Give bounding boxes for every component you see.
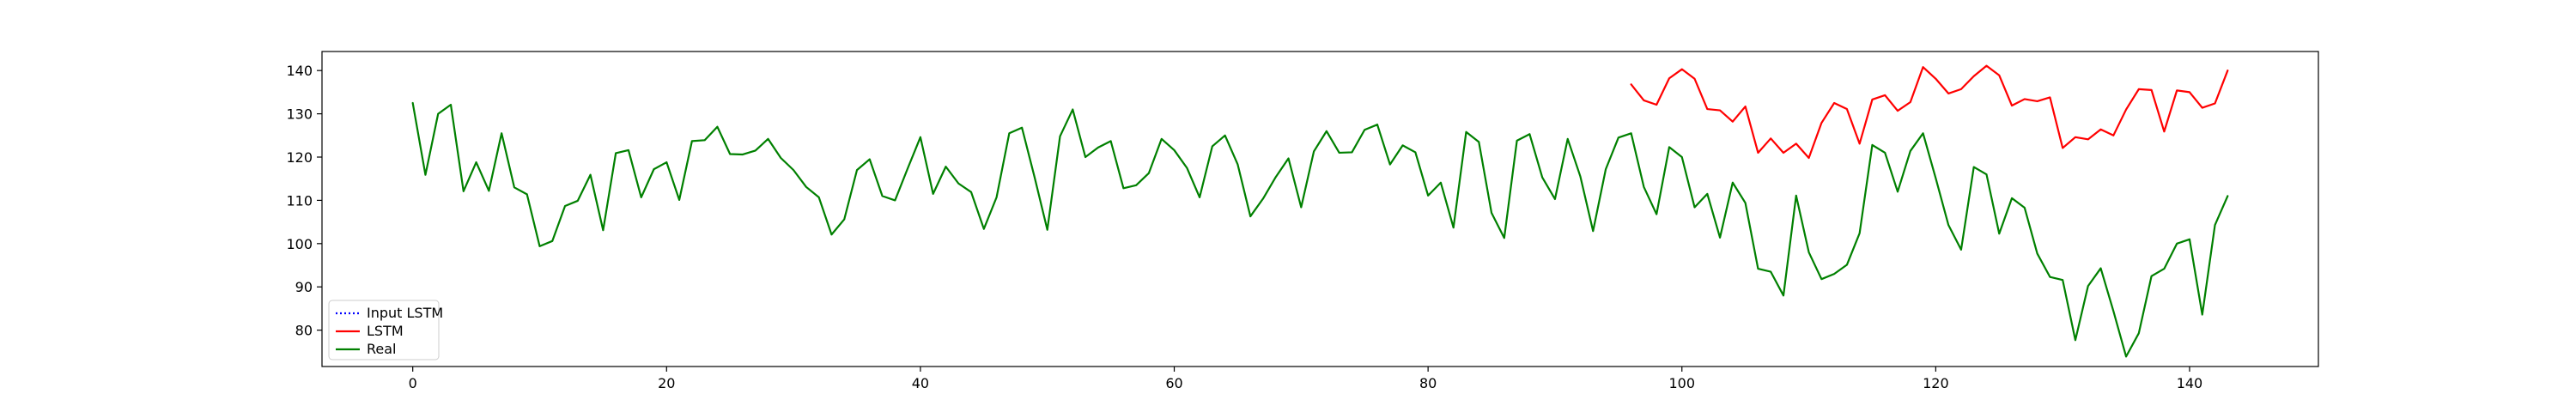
series-line-real <box>411 101 2229 358</box>
x-tick-label: 120 <box>1923 375 1949 391</box>
y-tick-label: 80 <box>295 323 313 339</box>
legend: Input LSTM LSTM Real <box>328 300 443 360</box>
x-tick-label: 60 <box>1165 375 1182 391</box>
y-tick-label: 130 <box>286 106 313 123</box>
x-tick-label: 40 <box>912 375 929 391</box>
legend-box <box>328 300 440 360</box>
y-axis: 80 90 100 110 120 130 140 <box>286 63 322 339</box>
x-axis: 0 20 40 60 80 100 120 140 <box>409 367 2203 391</box>
x-tick-label: 0 <box>409 375 417 391</box>
y-tick-label: 120 <box>286 149 313 166</box>
series-line-lstm <box>1630 64 2229 160</box>
y-tick-label: 90 <box>295 279 313 295</box>
x-tick-label: 80 <box>1419 375 1437 391</box>
y-tick-label: 100 <box>286 236 313 252</box>
legend-label-real: Real <box>367 341 397 357</box>
x-tick-label: 140 <box>2177 375 2203 391</box>
y-tick-label: 140 <box>286 63 313 79</box>
legend-label-lstm: LSTM <box>367 323 404 339</box>
plot-area <box>322 52 2318 367</box>
series-layer <box>411 64 2229 358</box>
y-tick-label: 110 <box>286 192 313 209</box>
x-tick-label: 20 <box>658 375 675 391</box>
x-tick-label: 100 <box>1668 375 1695 391</box>
plot-frame <box>321 51 2319 367</box>
legend-label-input-lstm: Input LSTM <box>367 305 443 321</box>
